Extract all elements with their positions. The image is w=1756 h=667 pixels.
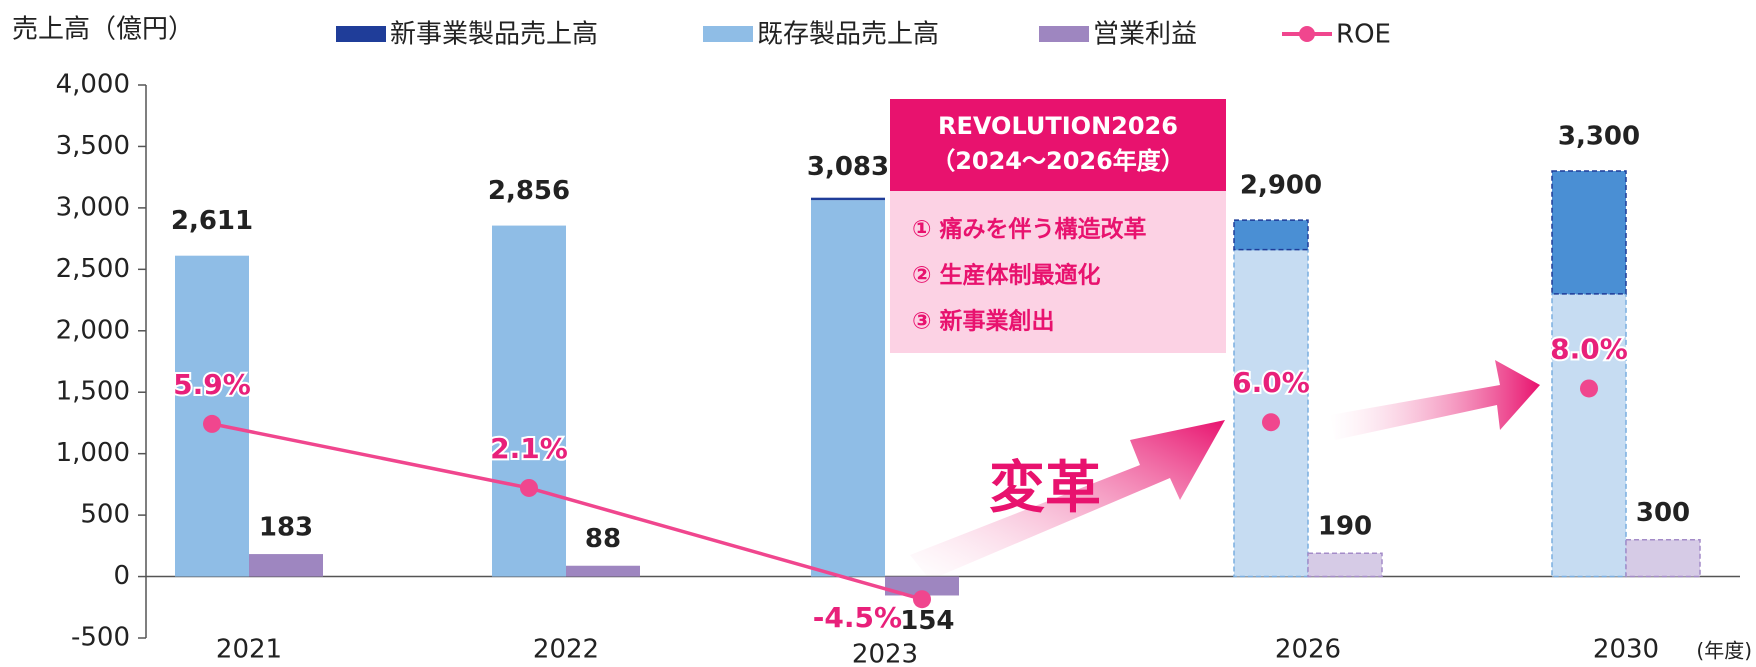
arrow	[1330, 360, 1540, 440]
y-axis-label: 売上高（億円）	[12, 15, 194, 45]
box-title: REVOLUTION2026	[938, 112, 1178, 140]
value-label: 88	[585, 524, 621, 554]
value-label: 300	[1636, 498, 1690, 528]
roe-point	[520, 478, 538, 497]
total-label: 2,611	[171, 206, 253, 236]
legend-label: 営業利益	[1093, 20, 1197, 50]
x-tick-label: 2021	[216, 635, 282, 665]
bar	[566, 565, 640, 577]
roe-label: 6.0%	[1232, 366, 1310, 399]
bar	[811, 200, 885, 577]
bar	[492, 225, 566, 577]
roe-point	[203, 414, 221, 433]
total-label: 2,856	[488, 176, 570, 206]
y-tick-label: -500	[71, 623, 130, 653]
info-box-header	[890, 99, 1226, 191]
total-label: 3,083	[807, 152, 889, 182]
roe-point	[1262, 413, 1280, 432]
box-subtitle: （2024～2026年度）	[931, 147, 1185, 175]
bar	[1233, 248, 1309, 578]
roe-label: 5.9%	[173, 368, 251, 401]
legend-label: 既存製品売上高	[757, 20, 939, 50]
legend-label: 新事業製品売上高	[390, 20, 598, 50]
y-tick-label: 2,000	[56, 315, 130, 345]
bar	[249, 554, 323, 577]
x-tick-label: 2030	[1593, 635, 1659, 665]
total-label: 3,300	[1558, 122, 1640, 152]
arrow	[910, 420, 1225, 580]
x-tick-label: 2023	[852, 640, 918, 667]
box-item: ② 生産体制最適化	[912, 262, 1100, 289]
bar	[1233, 219, 1309, 251]
y-tick-label: 2,500	[56, 254, 130, 284]
bar	[1625, 538, 1701, 578]
legend-swatch	[1039, 26, 1089, 42]
x-tick-label: 2026	[1275, 635, 1341, 665]
legend-label: ROE	[1336, 20, 1391, 50]
value-label: 183	[259, 513, 313, 543]
y-tick-label: 0	[113, 561, 130, 591]
y-tick-label: 3,500	[56, 131, 130, 161]
x-unit: (年度)	[1696, 639, 1752, 663]
legend-swatch	[1299, 26, 1315, 42]
bar	[1551, 293, 1627, 578]
value-label: 190	[1318, 512, 1372, 542]
roe-point	[1580, 379, 1598, 398]
y-tick-label: 1,500	[56, 377, 130, 407]
y-tick-label: 500	[80, 500, 130, 530]
y-tick-label: 3,000	[56, 192, 130, 222]
arrow-label: 変革	[989, 456, 1101, 521]
total-label: 2,900	[1240, 171, 1322, 201]
roe-label: 8.0%	[1550, 332, 1628, 365]
bar	[811, 197, 885, 201]
legend-swatch	[703, 26, 753, 42]
x-tick-label: 2022	[533, 635, 599, 665]
box-item: ③ 新事業創出	[912, 308, 1054, 335]
legend-swatch	[336, 26, 386, 42]
y-tick-label: 1,000	[56, 438, 130, 468]
value-label: -154	[889, 606, 954, 636]
bar	[1551, 170, 1627, 295]
y-tick-label: 4,000	[56, 70, 130, 100]
bar	[885, 576, 959, 596]
bar	[1307, 552, 1383, 578]
roe-label: -4.5%	[813, 601, 902, 634]
roe-label: 2.1%	[490, 432, 568, 465]
box-item: ① 痛みを伴う構造改革	[912, 216, 1146, 243]
roe-point	[913, 590, 931, 609]
